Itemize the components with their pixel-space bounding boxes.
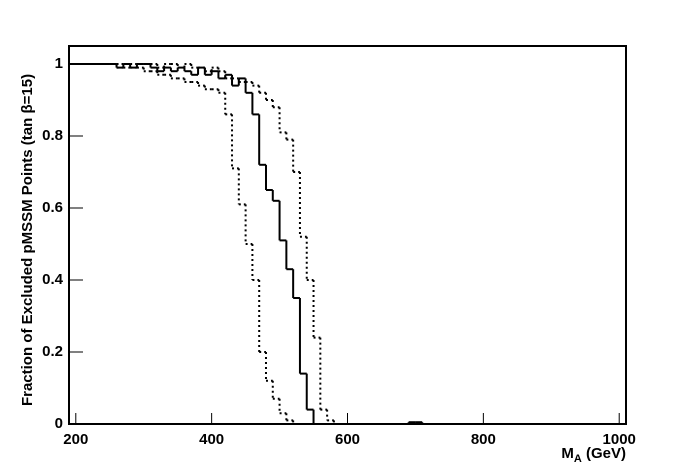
x-tick-label: 1000 bbox=[603, 431, 636, 448]
y-tick-label: 0.2 bbox=[42, 343, 63, 360]
y-tick-label: 0.8 bbox=[42, 127, 63, 144]
x-tick-label: 800 bbox=[471, 431, 496, 448]
x-title-sub: A bbox=[574, 453, 582, 465]
x-tick-label: 400 bbox=[199, 431, 224, 448]
x-title-unit: (GeV) bbox=[582, 445, 626, 462]
plot-frame bbox=[68, 45, 627, 425]
y-tick-label: 0 bbox=[55, 415, 63, 432]
y-tick-label: 0.4 bbox=[42, 271, 64, 288]
x-tick-label: 200 bbox=[63, 431, 88, 448]
x-axis-title: MA (GeV) bbox=[561, 445, 626, 465]
y-axis-title: Fraction of Excluded pMSSM Points (tan β… bbox=[19, 74, 36, 406]
x-title-main: M bbox=[561, 445, 574, 462]
y-tick-label: 1 bbox=[55, 55, 63, 72]
y-tick-label: 0.6 bbox=[42, 199, 63, 216]
x-tick-label: 600 bbox=[335, 431, 360, 448]
